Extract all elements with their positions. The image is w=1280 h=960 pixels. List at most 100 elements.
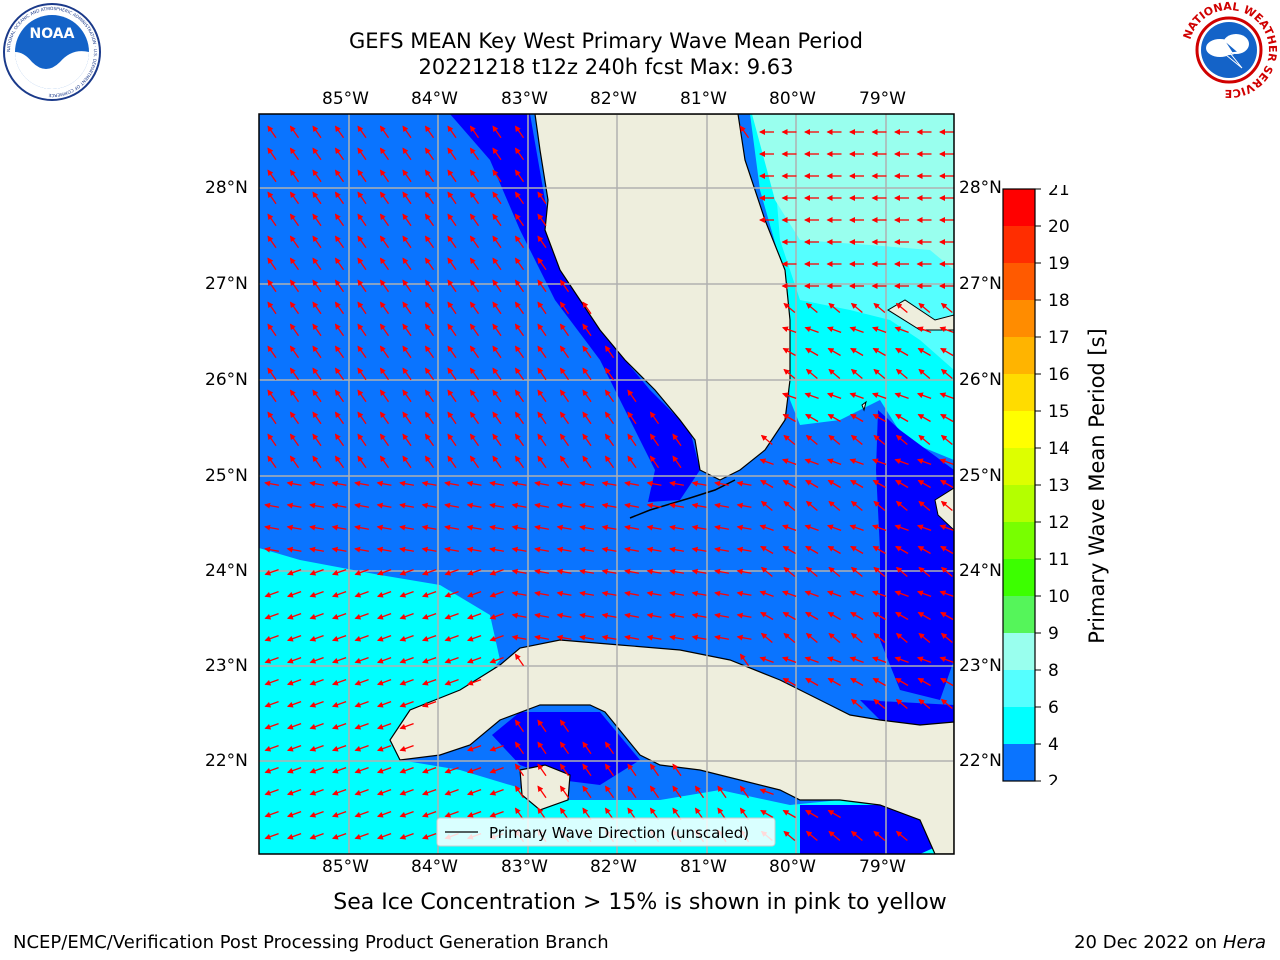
wave-direction-arrow	[267, 191, 277, 205]
wave-direction-arrow	[646, 524, 662, 531]
wave-direction-arrow	[421, 678, 437, 686]
wave-direction-arrow	[691, 480, 707, 487]
wave-direction-arrow	[489, 810, 504, 818]
wave-direction-arrow	[827, 611, 841, 621]
wave-direction-arrow	[781, 392, 797, 400]
wave-direction-arrow	[511, 568, 527, 575]
wave-direction-arrow	[804, 524, 819, 532]
wave-direction-arrow	[402, 257, 412, 271]
wave-direction-arrow	[334, 323, 345, 337]
colorbar-segment	[1003, 744, 1035, 782]
wave-direction-arrow	[940, 500, 953, 511]
wave-direction-arrow	[264, 546, 280, 553]
wave-direction-arrow	[736, 590, 752, 597]
wave-direction-arrow	[489, 656, 504, 664]
wave-direction-arrow	[627, 785, 637, 799]
colorbar-tick-label: 17	[1048, 328, 1070, 348]
wave-direction-arrow	[469, 191, 480, 205]
wave-direction-arrow	[331, 766, 347, 774]
wave-direction-arrow	[604, 389, 615, 403]
wave-direction-arrow	[289, 257, 300, 271]
wave-direction-arrow	[804, 458, 819, 466]
wave-direction-arrow	[917, 545, 931, 555]
wave-direction-arrow	[871, 326, 887, 334]
wave-direction-arrow	[334, 257, 345, 271]
wave-direction-arrow	[646, 590, 662, 597]
wave-direction-arrow	[895, 545, 909, 555]
wave-direction-arrow	[444, 766, 459, 774]
wave-direction-arrow	[691, 634, 707, 641]
wave-direction-arrow	[309, 788, 324, 796]
wave-direction-arrow	[309, 722, 324, 730]
wave-direction-arrow	[444, 590, 459, 598]
wave-direction-arrow	[537, 235, 547, 249]
wave-direction-arrow	[264, 744, 279, 752]
colorbar-tick-label: 16	[1048, 365, 1070, 385]
wave-direction-arrow	[624, 634, 640, 641]
wave-direction-arrow	[379, 433, 390, 447]
wave-direction-arrow	[466, 568, 482, 576]
wave-direction-arrow	[918, 434, 931, 445]
wave-direction-arrow	[286, 700, 302, 708]
wave-direction-arrow	[579, 568, 595, 575]
wave-direction-arrow	[781, 590, 797, 598]
wave-direction-arrow	[312, 257, 322, 271]
wave-direction-arrow	[669, 502, 685, 509]
wave-direction-arrow	[894, 524, 909, 532]
wave-direction-arrow	[492, 367, 502, 381]
wave-direction-arrow	[805, 368, 818, 379]
wave-direction-arrow	[421, 656, 437, 664]
wave-direction-arrow	[646, 480, 662, 487]
wave-direction-arrow	[918, 698, 931, 709]
wave-direction-arrow	[782, 809, 796, 819]
wave-direction-arrow	[826, 326, 842, 334]
wave-direction-arrow	[492, 191, 502, 205]
wave-direction-arrow	[601, 502, 617, 509]
wave-direction-arrow	[354, 524, 370, 531]
wave-direction-arrow	[895, 434, 908, 445]
wave-direction-arrow	[514, 345, 525, 359]
wave-direction-arrow	[537, 301, 547, 315]
wave-direction-arrow	[379, 455, 390, 469]
wave-direction-arrow	[309, 656, 324, 664]
wave-direction-arrow	[672, 763, 682, 777]
wave-direction-arrow	[421, 766, 437, 774]
colorbar-segment	[1003, 522, 1035, 560]
wave-direction-arrow	[782, 545, 796, 555]
wave-direction-arrow	[334, 411, 345, 425]
wave-direction-arrow	[379, 411, 390, 425]
wave-direction-arrow	[264, 722, 279, 730]
wave-direction-arrow	[469, 213, 480, 227]
wave-direction-arrow	[466, 766, 482, 774]
wave-direction-arrow	[804, 326, 819, 334]
wave-direction-arrow	[849, 590, 864, 598]
wave-direction-arrow	[849, 458, 864, 466]
wave-direction-arrow	[334, 125, 345, 139]
wave-direction-arrow	[537, 411, 547, 425]
wave-direction-arrow	[379, 191, 390, 205]
wave-direction-arrow	[917, 413, 931, 423]
wave-direction-arrow	[601, 590, 617, 597]
wave-direction-arrow	[646, 634, 662, 641]
wave-direction-arrow	[736, 568, 752, 575]
wave-direction-arrow	[649, 785, 660, 799]
wave-direction-arrow	[286, 612, 302, 620]
wave-direction-arrow	[399, 700, 414, 708]
wave-direction-arrow	[918, 632, 931, 643]
wave-direction-arrow	[534, 480, 550, 487]
wave-direction-arrow	[444, 634, 459, 642]
wave-direction-arrow	[309, 810, 324, 818]
footer-org: NCEP/EMC/Verification Post Processing Pr…	[13, 932, 609, 953]
wave-direction-arrow	[940, 677, 954, 687]
wave-direction-arrow	[760, 566, 773, 577]
wave-direction-arrow	[334, 213, 345, 227]
wave-direction-arrow	[331, 612, 347, 620]
wave-direction-arrow	[872, 347, 886, 357]
wave-direction-arrow	[421, 590, 437, 598]
wave-direction-arrow	[447, 257, 457, 271]
wave-direction-arrow	[399, 502, 415, 509]
wave-direction-arrow	[357, 125, 367, 139]
wave-direction-arrow	[309, 634, 324, 642]
wave-direction-arrow	[357, 367, 367, 381]
wave-direction-arrow	[399, 678, 414, 686]
